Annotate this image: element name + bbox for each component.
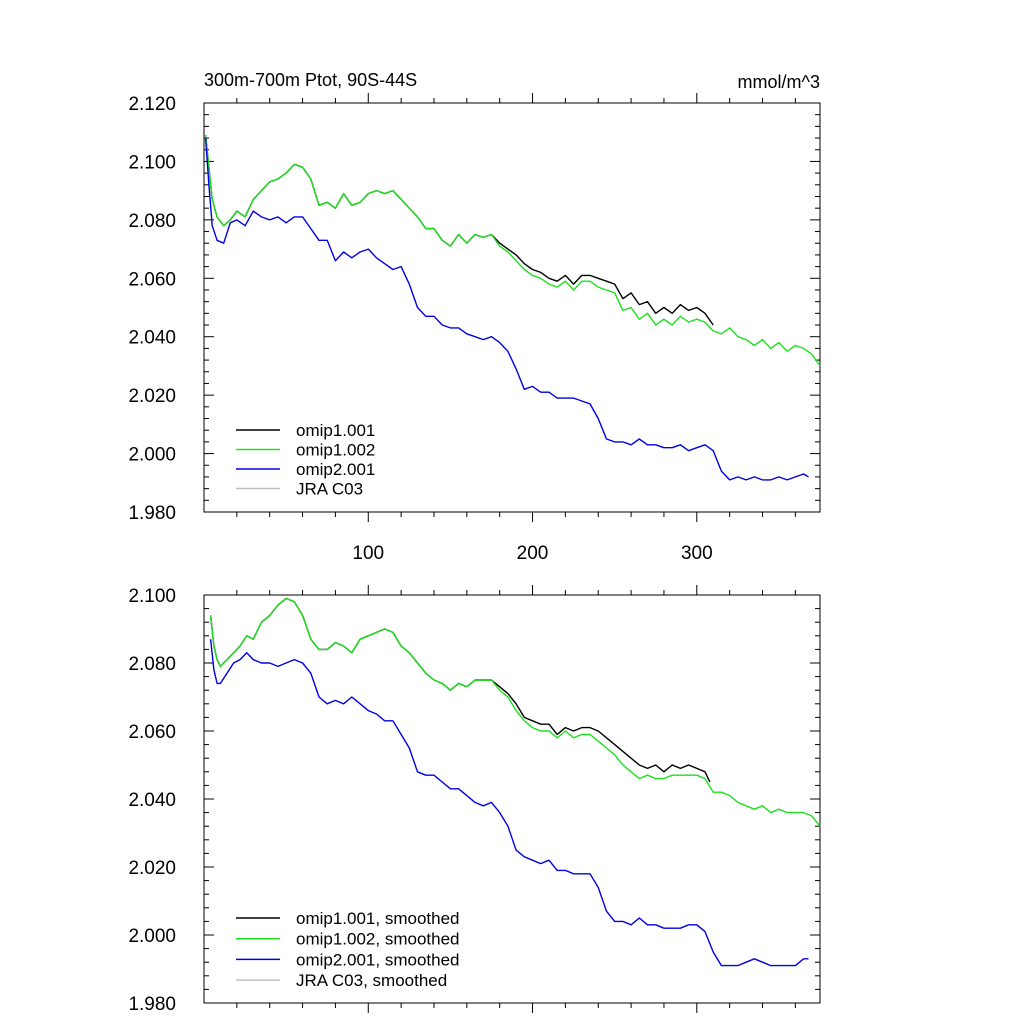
p1-ytick-label: 1.980	[128, 994, 176, 1015]
p1-ytick-label: 2.040	[128, 790, 176, 811]
p0-ytick-label: 2.040	[128, 328, 176, 349]
p0-legend-label-1: omip1.002	[296, 441, 375, 460]
p0-ytick-label: 2.000	[128, 445, 176, 466]
top-panel-units: mmol/m^3	[738, 72, 820, 92]
p0-series-line-2	[204, 138, 809, 481]
p0-ytick-label: 2.060	[128, 269, 176, 290]
bottom-panel: 1.980 2.000 2.020 2.040 2.060 2.080 2.100 omip1…	[128, 585, 821, 1015]
top-panel: 300m-700m Ptot, 90S-44S mmol/m^3 1.980 2.…	[128, 70, 821, 564]
p0-ytick-label: 1.980	[128, 503, 176, 524]
top-panel-title: 300m-700m Ptot, 90S-44S	[204, 70, 417, 90]
p0-xtick-label: 300	[681, 543, 713, 564]
p0-series-line-0	[204, 135, 714, 326]
p0-legend-label-0: omip1.001	[296, 421, 375, 440]
p0-plot-frame	[203, 102, 821, 513]
p1-legend-label-0: omip1.001, smoothed	[296, 909, 460, 928]
p1-ytick-label: 2.000	[128, 926, 176, 947]
p0-xtick-label: 100	[352, 543, 384, 564]
p0-ytick-label: 2.080	[128, 211, 176, 232]
p0-legend-label-2: omip2.001	[296, 460, 375, 479]
p0-legend-label-3: JRA C03	[296, 480, 363, 499]
p1-ytick-label: 2.060	[128, 722, 176, 743]
p0-series-line-1	[204, 135, 821, 367]
p1-series-line-0	[209, 597, 711, 783]
p1-series-line-2	[209, 639, 809, 967]
p1-legend-label-1: omip1.002, smoothed	[296, 930, 460, 949]
p0-ytick-label: 2.120	[128, 94, 176, 115]
p1-ytick-label: 2.080	[128, 654, 176, 675]
p0-xtick-label: 200	[517, 543, 549, 564]
p1-ytick-label: 2.020	[128, 858, 176, 879]
p1-ytick-label: 2.100	[128, 586, 176, 607]
p1-legend-label-3: JRA C03, smoothed	[296, 971, 447, 990]
p0-ytick-label: 2.020	[128, 386, 176, 407]
p0-ytick-label: 2.100	[128, 152, 176, 173]
p1-series-line-1	[209, 597, 821, 827]
p1-legend-label-2: omip2.001, smoothed	[296, 950, 460, 969]
